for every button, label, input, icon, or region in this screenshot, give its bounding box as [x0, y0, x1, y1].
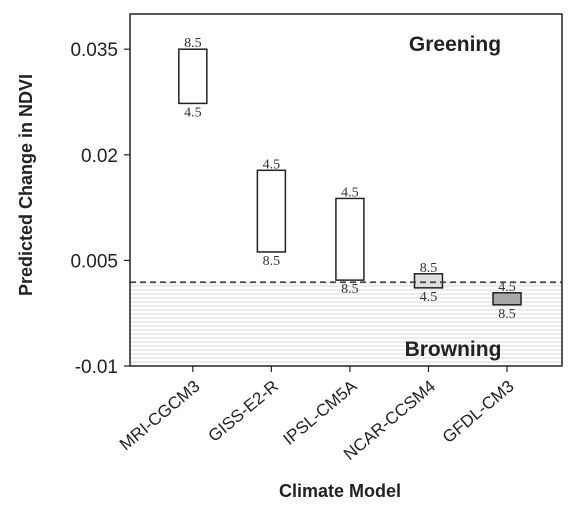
- bar-top-label: 8.5: [420, 261, 438, 276]
- floating-bar: [335, 197, 365, 281]
- floating-bar: [492, 292, 522, 306]
- floating-bar: [256, 169, 287, 253]
- x-category-label: GISS-E2-R: [205, 377, 282, 446]
- y-tick-label: 0.02: [81, 146, 118, 167]
- floating-bar: [413, 273, 444, 289]
- y-axis: 0.035 0.02 0.005 -0.01: [70, 40, 130, 378]
- bar-bottom-label: 8.5: [498, 307, 516, 322]
- x-category-label: IPSL-CM5A: [280, 376, 361, 449]
- browning-region-shading: [130, 282, 562, 366]
- y-tick-label: -0.01: [75, 357, 118, 378]
- browning-label: Browning: [405, 338, 502, 361]
- x-category-label: MRI-CGCM3: [116, 377, 203, 455]
- greening-label: Greening: [409, 33, 501, 56]
- x-category-label: GFDL-CM3: [439, 377, 518, 447]
- bar-bottom-label: 8.5: [263, 254, 281, 269]
- bar-bottom-label: 4.5: [184, 105, 202, 120]
- y-tick-label: 0.035: [70, 40, 118, 61]
- bar-bottom-label: 8.5: [341, 282, 359, 297]
- y-tick-label: 0.005: [70, 251, 118, 272]
- bar-top-label: 8.5: [184, 36, 202, 51]
- x-axis-title: Climate Model: [279, 481, 401, 501]
- bars-layer: 8.5 4.5 4.5 8.5 4.5 8.5 8.5 4.5 4.5 8.5: [178, 36, 522, 322]
- bar-top-label: 4.5: [263, 157, 281, 172]
- plot-area-frame: [129, 13, 563, 367]
- y-axis-title: Predicted Change in NDVI: [16, 74, 36, 296]
- bar-bottom-label: 4.5: [420, 290, 438, 305]
- floating-bar: [178, 48, 208, 105]
- bar-top-label: 4.5: [341, 185, 359, 200]
- bar-top-label: 4.5: [498, 280, 516, 295]
